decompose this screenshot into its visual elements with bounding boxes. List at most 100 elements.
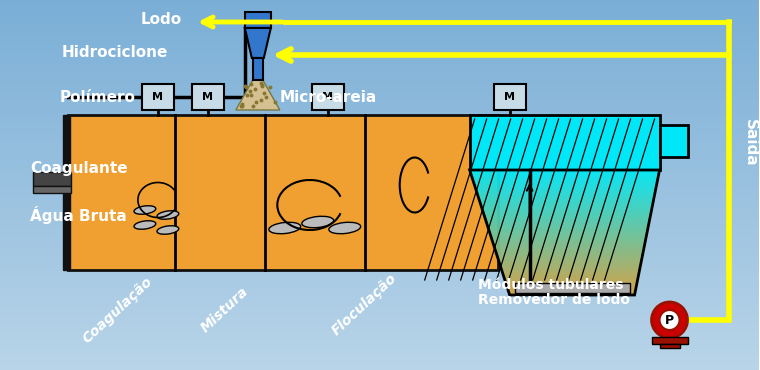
Bar: [0, 52, 759, 53]
Bar: [0, 94, 759, 95]
Bar: [0, 179, 759, 180]
Bar: [0, 131, 759, 132]
Bar: [0, 130, 759, 131]
Bar: [0, 16, 759, 17]
Bar: [0, 242, 759, 243]
Bar: [0, 343, 759, 344]
Bar: [0, 163, 759, 164]
Bar: [0, 107, 759, 108]
Text: M: M: [202, 92, 214, 102]
Bar: [0, 336, 759, 337]
Bar: [0, 333, 759, 334]
Bar: [0, 177, 759, 178]
Bar: [0, 256, 759, 257]
Bar: [0, 98, 759, 99]
Bar: [0, 339, 759, 340]
Bar: [0, 15, 759, 16]
Bar: [0, 273, 759, 274]
Bar: [0, 145, 759, 146]
Bar: [0, 171, 759, 172]
Bar: [0, 39, 759, 40]
Bar: [0, 241, 759, 242]
Bar: [0, 297, 759, 298]
Bar: [0, 97, 759, 98]
Bar: [0, 95, 759, 96]
Bar: [0, 64, 759, 65]
Bar: [0, 274, 759, 275]
Bar: [0, 77, 759, 78]
Bar: [0, 367, 759, 368]
Bar: [0, 158, 759, 159]
Bar: [0, 13, 759, 14]
Text: M: M: [504, 92, 515, 102]
Bar: [0, 67, 759, 68]
Bar: [0, 190, 759, 191]
Bar: [660, 125, 688, 157]
Bar: [0, 307, 759, 308]
Ellipse shape: [269, 222, 301, 234]
Bar: [0, 162, 759, 163]
Bar: [0, 266, 759, 267]
Bar: [0, 204, 759, 205]
Bar: [0, 51, 759, 52]
Bar: [0, 12, 759, 13]
Bar: [0, 322, 759, 323]
Bar: [0, 38, 759, 39]
Bar: [0, 369, 759, 370]
Bar: [0, 301, 759, 302]
Polygon shape: [236, 80, 280, 110]
Bar: [0, 61, 759, 62]
Bar: [33, 186, 71, 193]
Bar: [0, 209, 759, 210]
Bar: [0, 344, 759, 345]
Bar: [0, 238, 759, 239]
Bar: [0, 188, 759, 189]
Ellipse shape: [302, 216, 334, 228]
Bar: [0, 5, 759, 6]
Bar: [0, 180, 759, 181]
Bar: [0, 89, 759, 90]
Bar: [0, 41, 759, 42]
Bar: [0, 251, 759, 252]
Bar: [0, 24, 759, 25]
Bar: [0, 200, 759, 201]
Bar: [0, 332, 759, 333]
Bar: [0, 90, 759, 91]
Bar: [515, 283, 629, 293]
Bar: [0, 325, 759, 326]
Bar: [0, 350, 759, 351]
Bar: [0, 235, 759, 236]
Bar: [0, 0, 759, 1]
Bar: [0, 222, 759, 223]
Bar: [245, 12, 271, 28]
Bar: [0, 246, 759, 247]
Text: Removedor de lodo: Removedor de lodo: [478, 293, 630, 307]
Bar: [0, 118, 759, 119]
Bar: [0, 345, 759, 346]
Bar: [0, 361, 759, 362]
Bar: [0, 140, 759, 141]
Bar: [0, 284, 759, 285]
Bar: [0, 102, 759, 103]
Bar: [0, 286, 759, 287]
Bar: [0, 17, 759, 18]
Bar: [0, 236, 759, 237]
Bar: [0, 187, 759, 188]
Bar: [0, 167, 759, 168]
Text: M: M: [153, 92, 163, 102]
Bar: [0, 243, 759, 244]
Bar: [0, 112, 759, 113]
Bar: [0, 137, 759, 138]
Bar: [0, 213, 759, 214]
Bar: [0, 275, 759, 276]
Bar: [0, 69, 759, 70]
Bar: [0, 115, 759, 116]
Bar: [0, 113, 759, 114]
Bar: [0, 324, 759, 325]
Ellipse shape: [157, 226, 179, 234]
Bar: [0, 330, 759, 331]
Bar: [0, 214, 759, 215]
Bar: [0, 116, 759, 117]
Bar: [0, 267, 759, 268]
Bar: [0, 294, 759, 295]
